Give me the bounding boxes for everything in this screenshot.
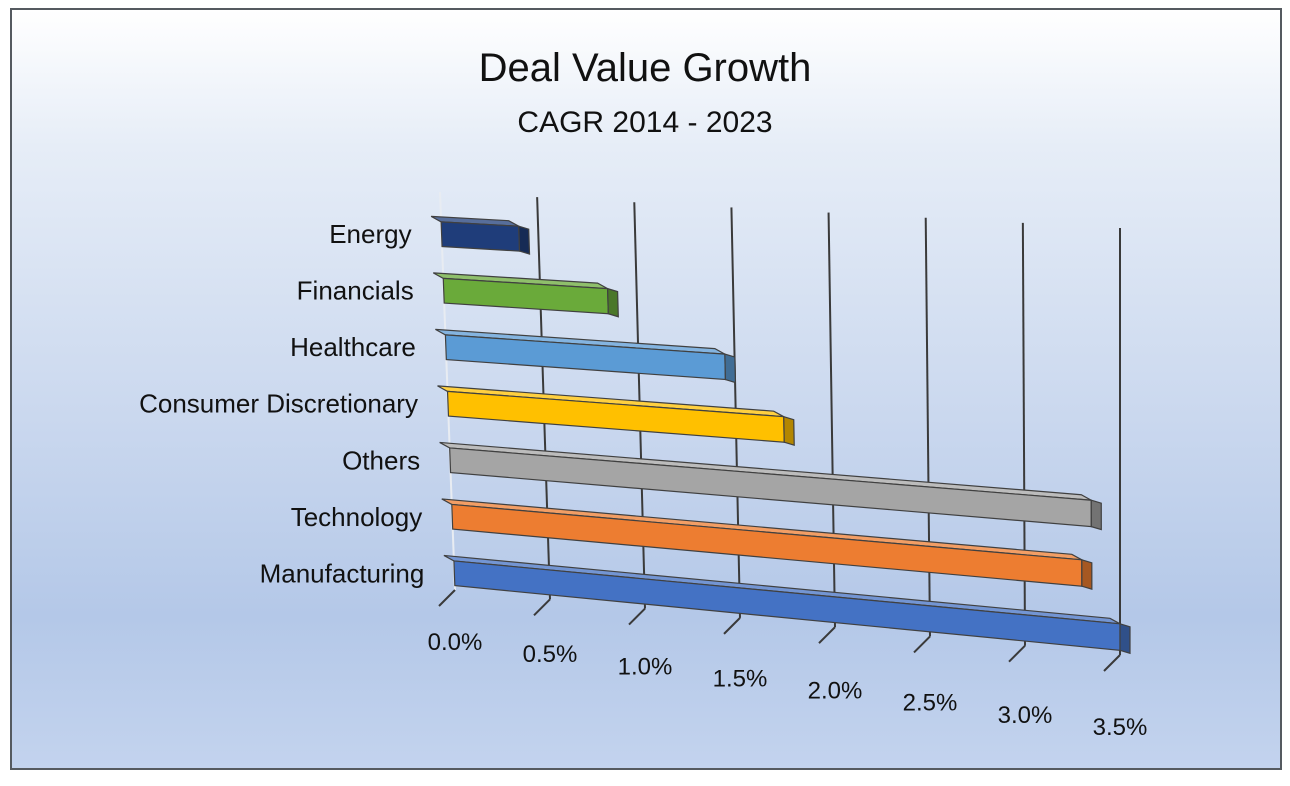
bar bbox=[435, 328, 737, 384]
category-label: Healthcare bbox=[290, 332, 416, 362]
bar-front-face bbox=[440, 221, 521, 252]
bar-end-cap bbox=[783, 415, 795, 447]
category-label: Consumer Discretionary bbox=[139, 389, 418, 419]
chart-title: Deal Value Growth bbox=[479, 46, 812, 90]
x-tick-label: 2.5% bbox=[903, 690, 958, 717]
bar-end-cap bbox=[724, 353, 737, 384]
bar-end-cap bbox=[1119, 623, 1131, 655]
bar bbox=[441, 498, 1093, 591]
floor-tick bbox=[818, 626, 836, 644]
floor-tick bbox=[533, 598, 551, 616]
gridline bbox=[1021, 222, 1026, 646]
bar bbox=[430, 215, 531, 255]
gridline bbox=[827, 212, 836, 628]
bar-end-cap bbox=[1090, 499, 1102, 531]
category-label: Manufacturing bbox=[260, 558, 425, 588]
category-label: Technology bbox=[291, 502, 423, 532]
floor-tick bbox=[913, 635, 931, 654]
category-label: Others bbox=[342, 445, 420, 475]
x-tick-labels: 0.0% 0.5% 1.0% 1.5% 2.0% 2.5% 3.0% 3.5% bbox=[428, 629, 1148, 741]
bars bbox=[430, 215, 1131, 655]
x-tick-label: 1.5% bbox=[713, 665, 768, 692]
x-tick-label: 1.0% bbox=[618, 653, 673, 680]
chart-subtitle: CAGR 2014 - 2023 bbox=[517, 106, 772, 139]
gridline bbox=[924, 217, 931, 637]
bar-end-cap bbox=[606, 287, 619, 318]
bar bbox=[432, 272, 619, 318]
bar bbox=[439, 441, 1102, 531]
bar bbox=[437, 385, 795, 447]
x-tick-label: 3.0% bbox=[998, 702, 1053, 729]
x-tick-label: 0.0% bbox=[428, 629, 483, 656]
x-tick-label: 3.5% bbox=[1093, 714, 1148, 741]
category-label: Financials bbox=[297, 276, 414, 306]
category-label: Energy bbox=[329, 219, 411, 249]
bar-end-cap bbox=[518, 225, 531, 255]
floor-tick bbox=[723, 617, 741, 635]
category-labels: Energy Financials Healthcare Consumer Discr… bbox=[139, 219, 424, 588]
floor-tick bbox=[438, 589, 456, 607]
bar bbox=[443, 554, 1131, 655]
x-tick-label: 2.0% bbox=[808, 678, 863, 705]
floor-tick bbox=[1103, 654, 1121, 672]
x-tick-label: 0.5% bbox=[523, 641, 578, 668]
floor-tick bbox=[1008, 645, 1026, 663]
bar-end-cap bbox=[1081, 559, 1093, 591]
floor-tick bbox=[628, 607, 646, 626]
